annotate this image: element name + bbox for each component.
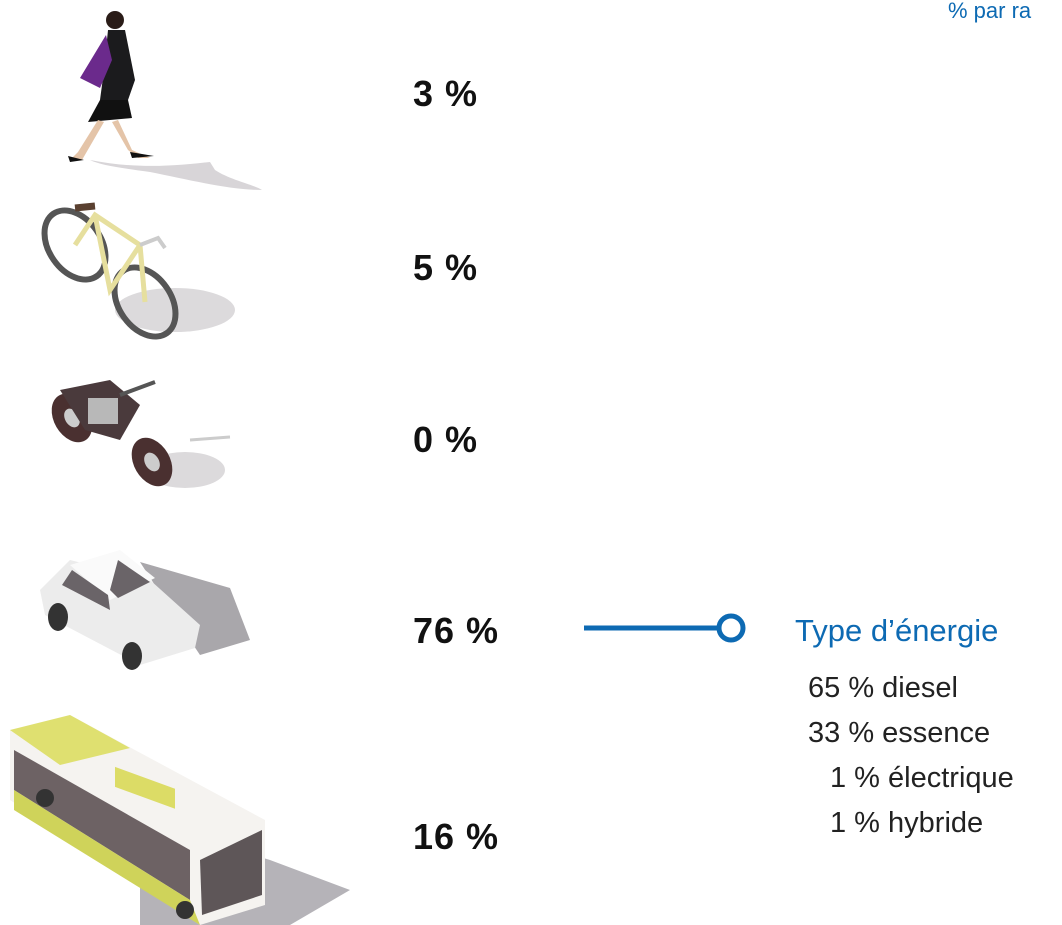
mode-share: 3 % [413, 73, 478, 114]
connector-dot [719, 616, 743, 640]
bicycle-illustration [32, 199, 235, 348]
bus-illustration [10, 715, 350, 925]
energy-item: 1 % électrique [830, 762, 1014, 794]
mode-share: 16 % [413, 816, 499, 857]
energy-title: Type d’énergie [795, 613, 998, 648]
energy-item: 1 % hybride [830, 807, 983, 839]
page-body: {"header": {"title": "% par ra"}, "modes… [0, 0, 1062, 925]
page: Modes de transport html, body { margin: … [0, 0, 1062, 925]
mode-share: 76 % [413, 610, 499, 651]
mode-share: 5 % [413, 247, 478, 288]
infographic: % par ra [0, 0, 1062, 925]
car-illustration [40, 550, 250, 670]
walker-illustration [68, 11, 262, 190]
motorbike-illustration [43, 380, 230, 494]
energy-item: 33 % essence [808, 717, 990, 749]
energy-item: 65 % diesel [808, 672, 958, 704]
mode-share: 0 % [413, 419, 478, 460]
header-title: % par ra [948, 0, 1032, 23]
